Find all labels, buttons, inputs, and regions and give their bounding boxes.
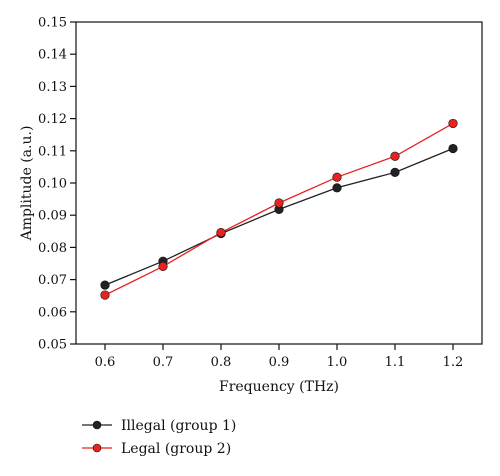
series-2-point: [332, 172, 342, 182]
legend: Illegal (group 1) Legal (group 2): [82, 418, 236, 457]
y-tick-label: 0.13: [38, 80, 67, 95]
legend-marker-1: [92, 420, 102, 430]
series-2-point: [448, 118, 458, 129]
y-tick-label: 0.14: [38, 48, 67, 63]
series-line-1: [104, 147, 454, 286]
series-1-point: [332, 183, 342, 193]
y-axis-title: Amplitude (a.u.): [19, 126, 35, 242]
x-tick-label: 1.0: [327, 355, 348, 370]
legend-label-1: Illegal (group 1): [121, 418, 236, 434]
x-tick-label: 0.6: [95, 355, 116, 370]
y-tick-label: 0.11: [38, 144, 67, 159]
series-1-point: [448, 143, 458, 154]
series-2-point: [216, 227, 226, 238]
series-2-point: [158, 261, 168, 271]
y-tick-label: 0.10: [38, 177, 67, 192]
series-layer: [100, 118, 458, 300]
series-2-point: [390, 151, 400, 161]
axis-ticks: [70, 21, 454, 350]
x-tick-label: 0.9: [269, 355, 290, 370]
x-axis-title: Frequency (THz): [219, 379, 339, 395]
x-tick-label: 1.2: [443, 355, 464, 370]
legend-marker-2: [92, 443, 102, 453]
series-2-point: [274, 198, 284, 208]
tick-labels: 0.6 0.7 0.8 0.9 1.0 1.1 1.2 0.05 0.06 0.07 0.08 0.0…: [38, 16, 463, 371]
y-tick-label: 0.05: [38, 338, 67, 353]
y-tick-label: 0.09: [38, 209, 67, 224]
y-tick-label: 0.07: [38, 273, 67, 288]
series-1-point: [100, 280, 110, 290]
y-tick-label: 0.15: [38, 16, 67, 31]
y-tick-label: 0.12: [38, 112, 67, 127]
y-tick-label: 0.06: [38, 305, 67, 320]
plot-frame: [75, 21, 483, 345]
x-tick-label: 0.8: [211, 355, 232, 370]
series-1-point: [390, 167, 400, 177]
x-tick-label: 1.1: [385, 355, 406, 370]
legend-label-2: Legal (group 2): [121, 441, 231, 457]
y-tick-label: 0.08: [38, 241, 67, 256]
series-2-point: [100, 290, 110, 300]
x-tick-label: 0.7: [153, 355, 174, 370]
